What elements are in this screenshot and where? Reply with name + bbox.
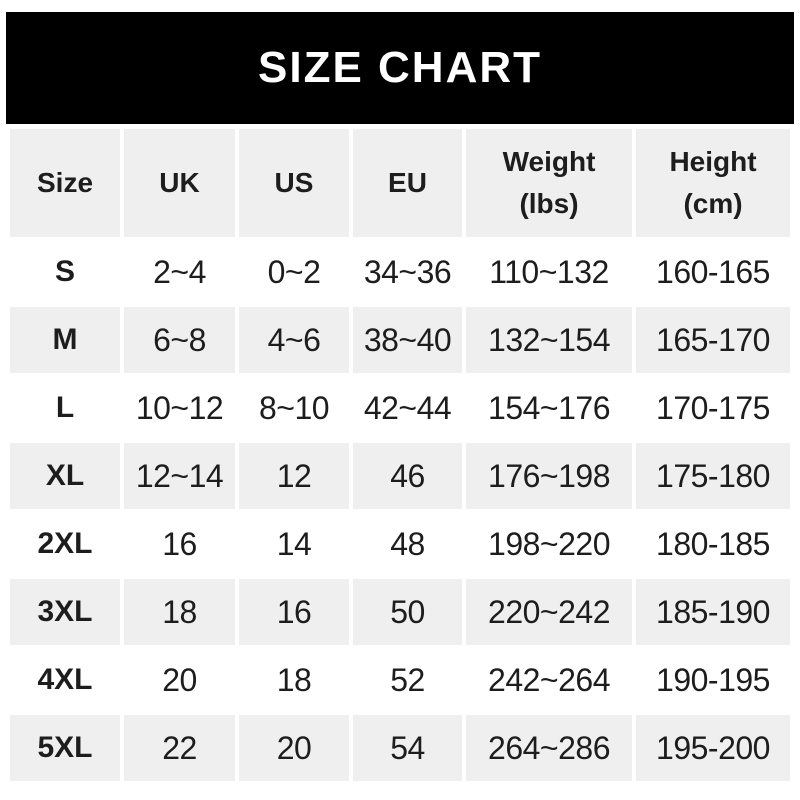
- cell-uk: 18: [124, 579, 235, 645]
- title-banner: SIZE CHART: [6, 12, 794, 124]
- column-header-label: Weight: [502, 146, 596, 177]
- cell-uk: 16: [162, 525, 197, 562]
- cell-size: S: [54, 255, 75, 288]
- cell-weight: 132~154: [466, 307, 632, 373]
- column-header-size: Size: [10, 129, 120, 237]
- cell-height: 175-180: [636, 443, 790, 509]
- column-header-height: Height (cm): [636, 129, 790, 237]
- cell-uk: 20: [162, 661, 197, 698]
- cell-weight: 154~176: [488, 389, 610, 426]
- table-row: XL 12~14 12 46 176~198 175-180: [10, 443, 790, 509]
- cell-eu: 48: [390, 525, 425, 562]
- table-row: L 10~12 8~10 42~44 154~176 170-175: [10, 375, 790, 441]
- column-header-eu: EU: [353, 129, 462, 237]
- column-header-label: UK: [159, 167, 200, 198]
- column-header-label: US: [274, 167, 314, 198]
- cell-height: 180-185: [656, 525, 770, 562]
- cell-weight: 176~198: [466, 443, 632, 509]
- cell-size: 4XL: [37, 663, 93, 696]
- cell-size: XL: [10, 443, 120, 509]
- cell-eu: 38~40: [353, 307, 462, 373]
- cell-height: 165-170: [636, 307, 790, 373]
- column-header-us: US: [239, 129, 349, 237]
- table-row: M 6~8 4~6 38~40 132~154 165-170: [10, 307, 790, 373]
- column-header-sublabel: (cm): [683, 188, 743, 219]
- cell-eu: 52: [390, 661, 425, 698]
- cell-eu: 54: [353, 715, 462, 781]
- cell-us: 16: [239, 579, 349, 645]
- cell-eu: 46: [353, 443, 462, 509]
- cell-size: L: [55, 391, 75, 424]
- cell-size: M: [10, 307, 120, 373]
- cell-us: 4~6: [239, 307, 349, 373]
- cell-us: 8~10: [258, 389, 330, 426]
- table-header: Size UK US EU Weight (lbs) Height (cm): [10, 129, 790, 237]
- cell-weight: 264~286: [466, 715, 632, 781]
- column-header-label: EU: [388, 167, 427, 198]
- column-header-label: Height: [669, 146, 757, 177]
- cell-size: 2XL: [37, 527, 93, 560]
- cell-eu: 50: [353, 579, 462, 645]
- cell-us: 14: [276, 525, 312, 562]
- cell-eu: 34~36: [363, 253, 452, 290]
- cell-size: 5XL: [10, 715, 120, 781]
- column-header-uk: UK: [124, 129, 235, 237]
- table-body: S 2~4 0~2 34~36 110~132 160-165 M 6~8 4~6 38~40 13…: [10, 239, 790, 781]
- column-header-sublabel: (lbs): [519, 188, 579, 219]
- cell-height: 185-190: [636, 579, 790, 645]
- cell-us: 18: [276, 661, 312, 698]
- cell-height: 190-195: [656, 661, 770, 698]
- cell-uk: 10~12: [135, 389, 224, 426]
- cell-uk: 6~8: [124, 307, 235, 373]
- table-row: 5XL 22 20 54 264~286 195-200: [10, 715, 790, 781]
- header-row: Size UK US EU Weight (lbs) Height (cm): [10, 129, 790, 237]
- cell-weight: 242~264: [488, 661, 610, 698]
- cell-uk: 2~4: [153, 253, 206, 290]
- cell-us: 20: [239, 715, 349, 781]
- size-chart-table: Size UK US EU Weight (lbs) Height (cm): [6, 127, 794, 783]
- column-header-label: Size: [36, 167, 94, 198]
- table-row: S 2~4 0~2 34~36 110~132 160-165: [10, 239, 790, 305]
- cell-us: 0~2: [267, 253, 321, 290]
- cell-height: 160-165: [656, 253, 770, 290]
- cell-height: 195-200: [636, 715, 790, 781]
- table-row: 2XL 16 14 48 198~220 180-185: [10, 511, 790, 577]
- column-header-weight: Weight (lbs): [466, 129, 632, 237]
- cell-weight: 110~132: [489, 253, 609, 290]
- cell-weight: 220~242: [466, 579, 632, 645]
- table-row: 4XL 20 18 52 242~264 190-195: [10, 647, 790, 713]
- cell-uk: 22: [124, 715, 235, 781]
- cell-size: 3XL: [10, 579, 120, 645]
- cell-eu: 42~44: [363, 389, 452, 426]
- cell-weight: 198~220: [488, 525, 610, 562]
- table-row: 3XL 18 16 50 220~242 185-190: [10, 579, 790, 645]
- cell-uk: 12~14: [124, 443, 235, 509]
- cell-height: 170-175: [656, 389, 770, 426]
- cell-us: 12: [239, 443, 349, 509]
- page-title: SIZE CHART: [258, 43, 542, 92]
